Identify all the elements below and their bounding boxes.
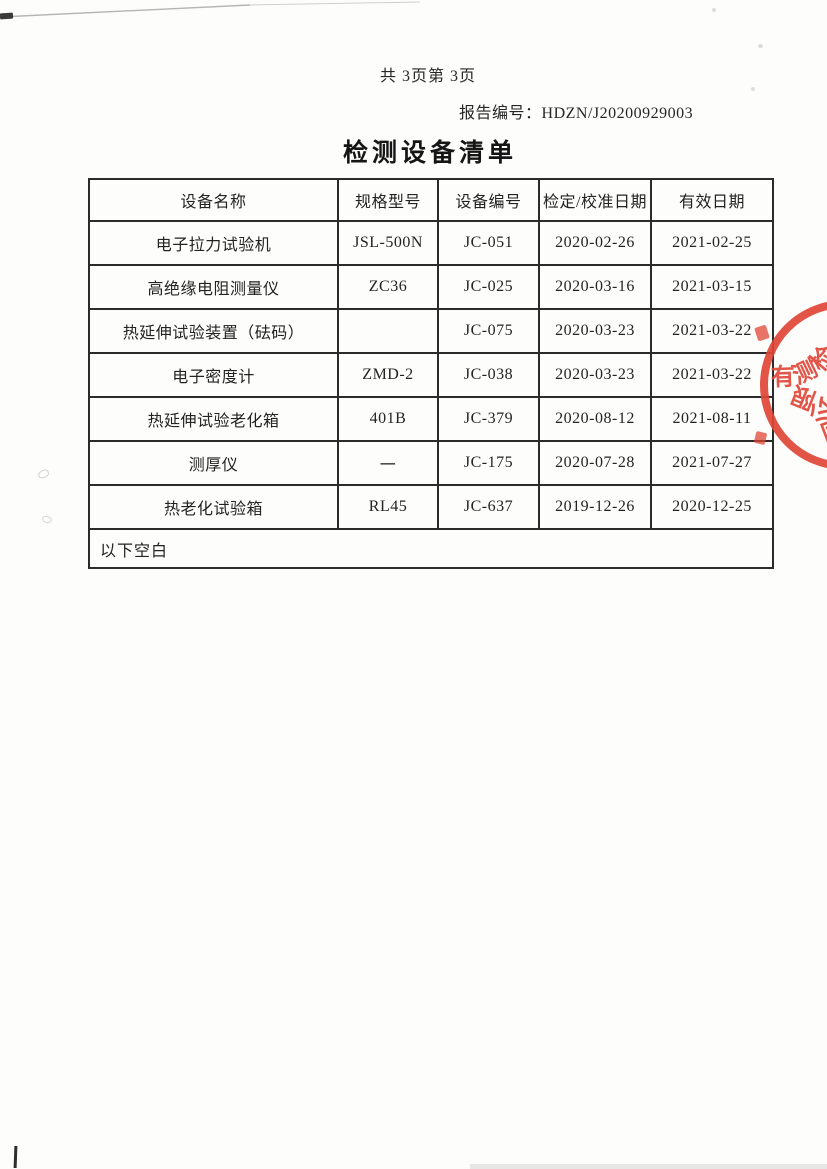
- page-title: 检测设备清单: [342, 140, 517, 167]
- scan-artifact-tick: [13, 1145, 18, 1169]
- table-cell: 测厚仪: [88, 440, 339, 486]
- table-cell: JC-175: [437, 440, 540, 486]
- table-cell: JC-637: [437, 484, 540, 530]
- table-body: 电子拉力试验机 JSL-500N JC-051 2020-02-26 2021-02-2…: [88, 220, 774, 569]
- table-row: 热老化试验箱 RL45 JC-637 2019-12-26 2020-12-25: [88, 484, 774, 530]
- table-row: 测厚仪一 JC-175 2020-07-28 2021-07-27: [88, 440, 774, 486]
- scan-artifact-smudge: [41, 514, 53, 525]
- table-row: 热延伸试验装置（砝码） JC-075 2020-03-23 2021-03-22: [88, 308, 774, 354]
- table-cell: 热延伸试验老化箱: [88, 396, 339, 442]
- table-header: 设备名称 规格型号 设备编号 检定/校准日期 有效日期: [88, 178, 774, 222]
- table-header-cell: 规格型号: [337, 178, 439, 222]
- report-number-label: 报告编号：: [459, 105, 542, 122]
- table-cell: 2020-03-23: [538, 308, 652, 354]
- scan-artifact-line: [0, 1, 421, 18]
- table-cell: 2021-07-27: [650, 440, 774, 486]
- table-cell: JC-025: [437, 264, 540, 310]
- table-row: 热延伸试验老化箱 401B JC-379 2020-08-12 2021-08-11: [88, 396, 774, 442]
- table-row: 电子密度计 ZMD-2 JC-038 2020-03-23 2021-03-22: [88, 352, 774, 398]
- table-cell: ZMD-2: [337, 352, 439, 398]
- report-number-line: 报告编号：HDZN/J20200929003: [459, 99, 693, 123]
- table-cell: 热老化试验箱: [88, 484, 339, 530]
- table-cell: 2020-03-16: [538, 264, 652, 310]
- table-cell: ZC36: [337, 264, 439, 310]
- table-cell: 2019-12-26: [538, 484, 652, 530]
- scan-artifact-speck: [751, 87, 755, 91]
- table-cell: 2020-03-23: [538, 352, 652, 398]
- equipment-table: 设备名称 规格型号 设备编号 检定/校准日期 有效日期 电子拉力试验机 JSL-500N J…: [88, 178, 774, 569]
- table-cell: JC-051: [437, 220, 540, 266]
- table-cell: 2020-12-25: [650, 484, 774, 530]
- scan-artifact-speck: [758, 44, 763, 48]
- table-header-cell: 有效日期: [650, 178, 774, 222]
- table-cell: 2021-08-11: [650, 396, 774, 442]
- table-cell: 2020-08-12: [538, 396, 652, 442]
- table-cell: JSL-500N: [337, 220, 439, 266]
- table-cell: 一: [337, 440, 439, 486]
- scan-artifact-strip: [470, 1164, 827, 1169]
- table-cell: JC-075: [437, 308, 540, 354]
- table-cell: 2020-02-26: [538, 220, 652, 266]
- table-cell: 电子拉力试验机: [88, 220, 339, 266]
- table-cell: 2021-03-15: [650, 264, 774, 310]
- seal-text: 司公限有测检: [770, 339, 827, 445]
- table-cell: 电子密度计: [88, 352, 339, 398]
- table-cell: 2021-03-22: [650, 308, 774, 354]
- table-cell: RL45: [337, 484, 439, 530]
- blank-note-cell: 以下空白: [88, 528, 774, 569]
- table-cell: JC-379: [437, 396, 540, 442]
- scan-artifact-dash: [0, 12, 14, 20]
- table-header-cell: 检定/校准日期: [538, 178, 652, 222]
- scan-artifact-smudge: [36, 468, 51, 480]
- table-cell: 2021-02-25: [650, 220, 774, 266]
- report-number-value: HDZN/J20200929003: [541, 105, 694, 122]
- table-row: 电子拉力试验机 JSL-500N JC-051 2020-02-26 2021-02-2…: [88, 220, 774, 266]
- table-header-row: 设备名称 规格型号 设备编号 检定/校准日期 有效日期: [88, 178, 774, 222]
- table-cell: [337, 308, 439, 354]
- table-header-cell: 设备名称: [88, 178, 339, 222]
- table-header-cell: 设备编号: [437, 178, 540, 222]
- table-cell: 高绝缘电阻测量仪: [88, 264, 339, 310]
- page-number: 共 3页第 3页: [380, 68, 477, 85]
- table-row: 高绝缘电阻测量仪 ZC36 JC-025 2020-03-16 2021-03-15: [88, 264, 774, 310]
- table-cell: 2021-03-22: [650, 352, 774, 398]
- table-cell: 2020-07-28: [538, 440, 652, 486]
- table-cell: 热延伸试验装置（砝码）: [88, 308, 339, 354]
- table-cell: 401B: [337, 396, 439, 442]
- table-cell: JC-038: [437, 352, 540, 398]
- table-footer-row: 以下空白: [88, 528, 774, 569]
- scan-artifact-speck: [712, 8, 716, 12]
